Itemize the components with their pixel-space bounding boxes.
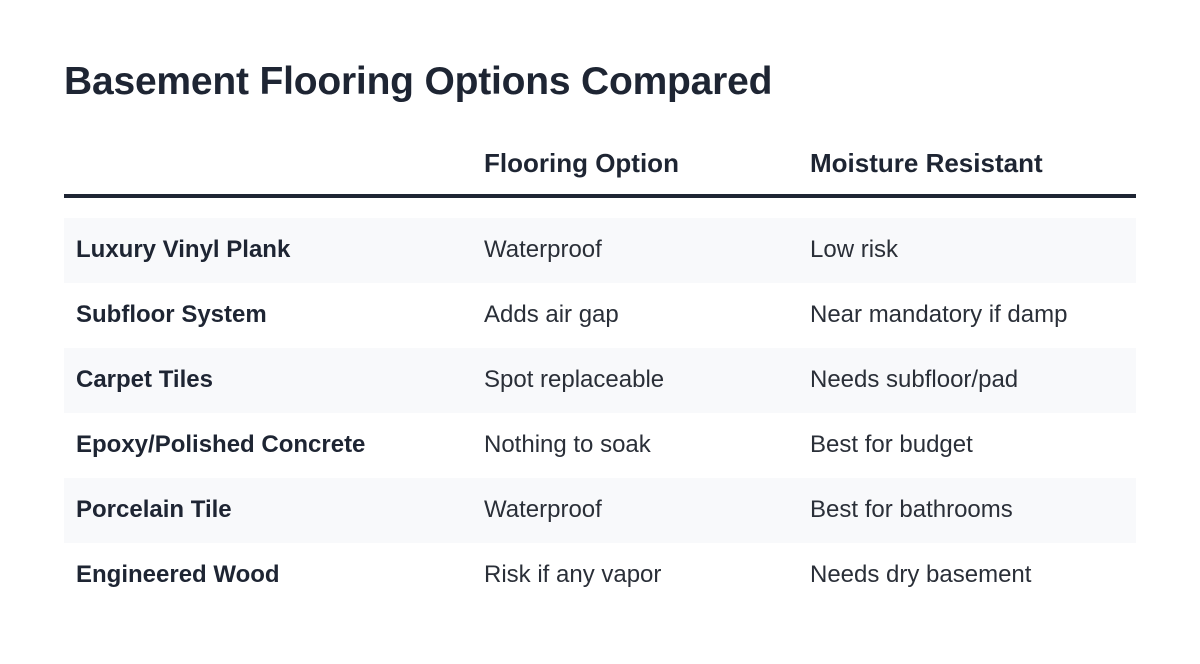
table-row: Subfloor System Adds air gap Near mandat…: [64, 283, 1136, 348]
table-header-row: Flooring Option Moisture Resistant: [64, 130, 1136, 198]
table-header-moisture-resistant: Moisture Resistant: [810, 148, 1043, 178]
moisture-resistant-cell: Best for budget: [810, 431, 973, 458]
flooring-option-cell: Waterproof: [484, 236, 602, 263]
flooring-option-cell: Risk if any vapor: [484, 561, 662, 588]
moisture-resistant-cell: Needs dry basement: [810, 561, 1032, 588]
flooring-option-cell: Waterproof: [484, 496, 602, 523]
table-row: Epoxy/Polished Concrete Nothing to soak …: [64, 413, 1136, 478]
table-header-flooring-option: Flooring Option: [484, 148, 679, 178]
page-title: Basement Flooring Options Compared: [64, 60, 773, 103]
moisture-resistant-cell: Needs subfloor/pad: [810, 366, 1019, 393]
flooring-option-cell: Spot replaceable: [484, 366, 665, 393]
table-row: Engineered Wood Risk if any vapor Needs …: [64, 543, 1136, 608]
row-name-cell: Epoxy/Polished Concrete: [76, 431, 366, 458]
moisture-resistant-cell: Best for bathrooms: [810, 496, 1013, 523]
table-body: Luxury Vinyl Plank Waterproof Low risk S…: [64, 218, 1136, 608]
table-row: Carpet Tiles Spot replaceable Needs subf…: [64, 348, 1136, 413]
row-name-cell: Luxury Vinyl Plank: [76, 236, 291, 263]
moisture-resistant-cell: Low risk: [810, 236, 899, 263]
table-row: Luxury Vinyl Plank Waterproof Low risk: [64, 218, 1136, 283]
row-name-cell: Porcelain Tile: [76, 496, 232, 523]
flooring-option-cell: Adds air gap: [484, 301, 619, 328]
table-row: Porcelain Tile Waterproof Best for bathr…: [64, 478, 1136, 543]
row-name-cell: Subfloor System: [76, 301, 267, 328]
moisture-resistant-cell: Near mandatory if damp: [810, 301, 1068, 328]
comparison-table: Flooring Option Moisture Resistant Luxur…: [64, 130, 1136, 608]
row-name-cell: Carpet Tiles: [76, 366, 213, 393]
row-name-cell: Engineered Wood: [76, 561, 280, 588]
flooring-option-cell: Nothing to soak: [484, 431, 651, 458]
